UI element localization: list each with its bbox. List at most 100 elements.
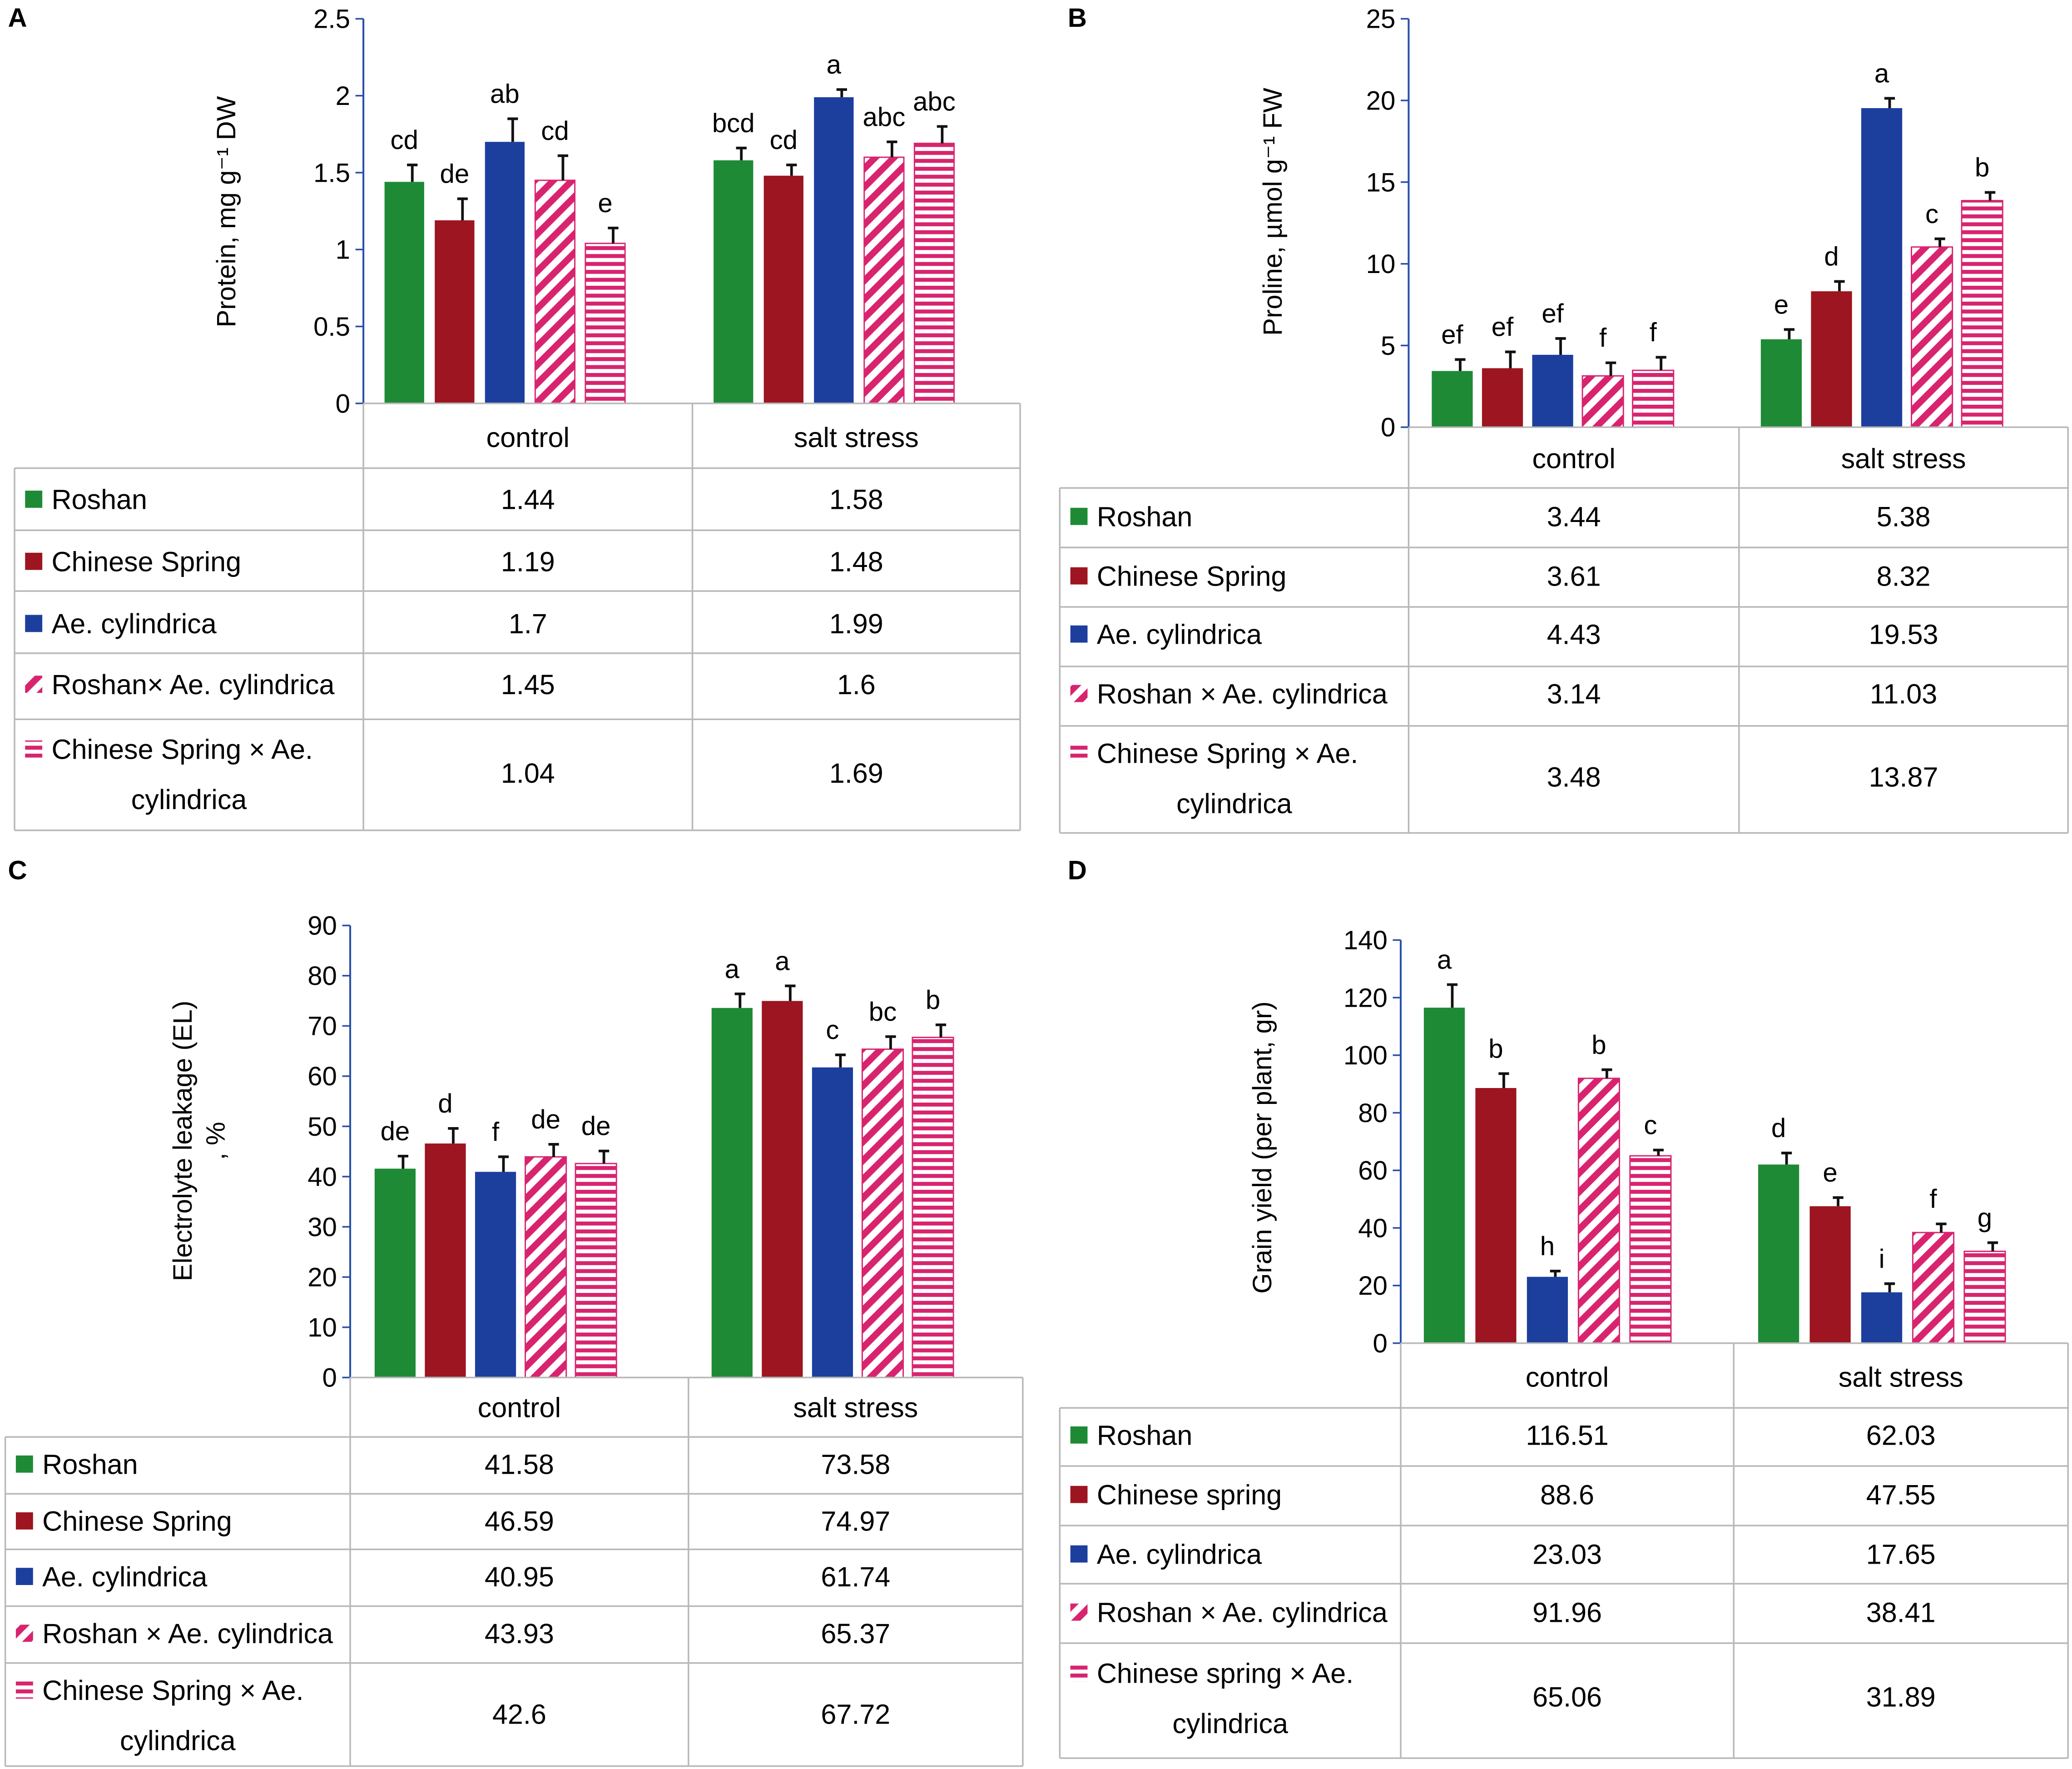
y-tick-label: 0 [322,1363,337,1393]
y-tick-label: 20 [307,1262,337,1292]
significance-letter: de [581,1112,611,1141]
legend-label: Roshan [1097,502,1193,532]
bar-1-1 [763,175,803,403]
table-value: 74.97 [821,1506,890,1537]
panel-letter-a: A [8,3,27,33]
significance-letter: ab [490,80,520,109]
legend-label: cylindrica [120,1725,236,1756]
significance-letter: ef [1441,320,1463,350]
y-axis-label: Grain yield (per plant, gr) [1248,1001,1277,1293]
diagonal-hatch-icon [25,676,43,693]
significance-letter: d [438,1089,452,1118]
bar-2-1 [812,1067,853,1378]
category-label: salt stress [793,1392,918,1423]
square-icon [1070,567,1088,585]
panel-b: B Proline, µmol g⁻¹ FW 0 5 10 15 20 25 ef e ef d ef a… [1059,3,2069,834]
significance-letter: ef [1492,313,1514,342]
square-icon [1070,1426,1088,1444]
y-axis-label-unit: , % [201,1122,231,1160]
y-tick-label: 80 [307,961,337,991]
y-tick-label: 0 [1381,413,1395,442]
bar-4-1 [913,143,955,404]
table-value: 1.7 [509,608,547,639]
bar-3-1 [1912,1232,1955,1344]
significance-letter: abc [863,102,906,132]
category-label: control [1526,1362,1609,1393]
bar-2-1 [1861,1292,1903,1343]
table-value: 1.04 [501,758,555,789]
bar-2-0 [485,142,525,403]
diagonal-hatch-icon [1070,1603,1088,1621]
legend-label: Roshan [51,484,147,515]
legend-label: Ae. cylindrica [1097,619,1262,650]
bar-0-0 [384,182,424,403]
legend-label: Chinese spring [1097,1480,1282,1511]
legend-label: Chinese Spring × Ae. [1097,738,1358,769]
table-value: 3.44 [1547,502,1601,532]
category-label: control [486,422,570,453]
bar-3-0 [534,179,576,404]
table-value: 1.99 [829,608,883,639]
legend-label: Chinese Spring × Ae. [42,1675,304,1706]
table-value: 62.03 [1866,1420,1936,1451]
legend-label: Ae. cylindrica [51,608,216,639]
y-tick-label: 60 [1358,1156,1388,1186]
table-value: 5.38 [1877,502,1931,532]
table-value: 65.06 [1532,1682,1602,1713]
bar-0-0 [374,1168,416,1378]
legend-label: Roshan [42,1449,138,1480]
y-tick-label: 10 [1366,249,1396,279]
legend-label: Roshan × Ae. cylindrica [1097,678,1388,709]
legend-label: Roshan × Ae. cylindrica [42,1618,333,1649]
table-value: 73.58 [821,1449,890,1480]
panel-d: D Grain yield (per plant, gr) 0 20 40 60 80 100… [1059,855,2069,1759]
table-value: 65.37 [821,1618,890,1649]
category-label: salt stress [1839,1362,1963,1393]
significance-letter: a [1874,59,1889,89]
significance-letter: b [1975,153,1989,183]
legend-label: cylindrica [131,784,247,815]
significance-letter: e [1823,1158,1837,1188]
significance-letter: b [1488,1034,1503,1063]
significance-letter: a [827,50,842,80]
y-tick-label: 50 [307,1112,337,1142]
bar-3-1 [861,1048,904,1378]
category-label: salt stress [1841,443,1966,474]
horizontal-hatch-icon [15,1681,33,1699]
bar-1-1 [762,1001,803,1378]
y-tick-label: 30 [307,1212,337,1242]
bar-4-0 [1629,1155,1672,1344]
bar-4-0 [1632,369,1675,428]
bar-1-1 [1811,291,1852,427]
square-icon [1070,1486,1088,1503]
significance-letter: cd [770,125,798,155]
table-value: 67.72 [821,1699,890,1729]
category-label: salt stress [794,422,919,453]
significance-letter: cd [541,116,569,146]
significance-letter: f [1929,1184,1937,1214]
bar-4-0 [575,1163,617,1378]
y-axis-label: Proline, µmol g⁻¹ FW [1258,88,1288,336]
bar-3-1 [1911,246,1953,428]
table-value: 8.32 [1877,561,1931,591]
legend-label: Chinese Spring × Ae. [51,734,313,765]
significance-letter: c [1925,199,1938,229]
bar-2-1 [1861,108,1903,427]
table-value: 46.59 [485,1506,554,1537]
bar-2-1 [814,97,854,403]
square-icon [25,490,43,508]
legend-label: Chinese Spring [51,546,241,577]
horizontal-hatch-icon [25,740,43,758]
table-value: 17.65 [1866,1539,1936,1570]
table-value: 3.48 [1547,762,1601,793]
square-icon [15,1568,33,1585]
bar-1-0 [435,220,475,403]
square-icon [1070,507,1088,525]
significance-letter: d [1824,242,1839,272]
table-value: 116.51 [1526,1420,1608,1451]
y-tick-label: 25 [1366,5,1396,34]
significance-letter: b [926,985,940,1015]
significance-letter: d [1771,1113,1786,1143]
table-value: 43.93 [485,1618,554,1649]
table-value: 19.53 [1869,619,1938,650]
